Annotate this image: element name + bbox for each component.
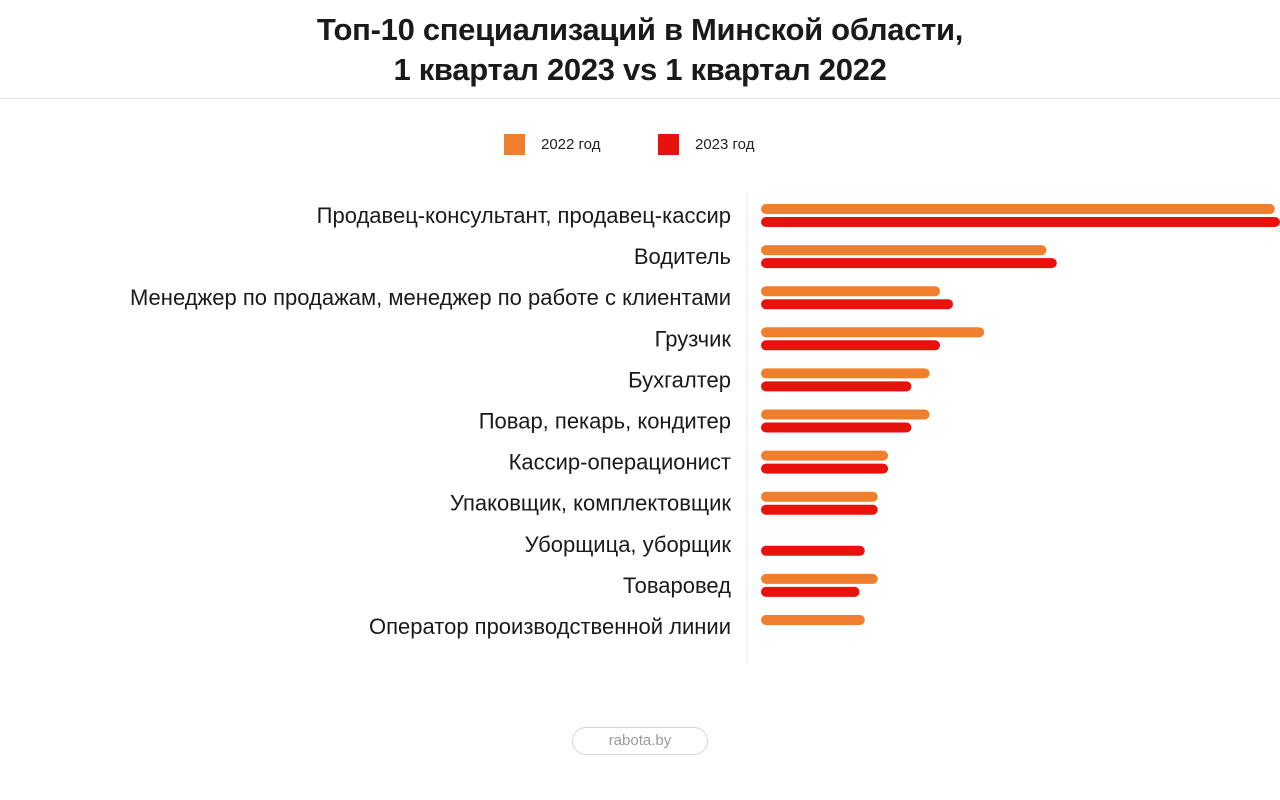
category-label: Упаковщик, комплектовщик xyxy=(450,491,731,516)
category-label: Повар, пекарь, кондитер xyxy=(479,409,731,434)
bar-2022 xyxy=(761,409,930,420)
bar-2023 xyxy=(761,545,865,556)
bar-2023 xyxy=(761,586,860,597)
legend: 2022 год 2023 год xyxy=(0,134,1280,156)
category-label: Грузчик xyxy=(655,326,732,351)
bar-2022 xyxy=(761,368,930,379)
category-label: Оператор производственной линии xyxy=(369,614,731,639)
category-label: Кассир-операционист xyxy=(509,450,731,475)
bar-2022 xyxy=(761,286,941,297)
bar-2023 xyxy=(761,422,912,433)
category-label: Бухгалтер xyxy=(628,367,731,392)
category-label: Водитель xyxy=(634,244,731,269)
chart-title-line-2: 1 квартал 2023 vs 1 квартал 2022 xyxy=(393,52,887,87)
source-badge: rabota.by xyxy=(572,727,708,755)
chart-title: Топ-10 специализаций в Минской области, … xyxy=(0,10,1280,90)
bar-2022 xyxy=(761,615,865,625)
bar-2022 xyxy=(761,491,878,502)
bar-2023 xyxy=(761,299,954,310)
bar-2023 xyxy=(761,217,1280,227)
category-label: Менеджер по продажам, менеджер по работе… xyxy=(130,285,731,310)
category-label: Продавец-консультант, продавец-кассир xyxy=(317,203,731,228)
bar-2022 xyxy=(761,204,1275,214)
category-label: Уборщица, уборщик xyxy=(525,532,732,557)
bar-2022 xyxy=(761,450,889,461)
legend-label-2022: 2022 год xyxy=(541,136,601,153)
legend-label-2023: 2023 год xyxy=(695,136,755,153)
bar-2022 xyxy=(761,573,878,584)
category-label: Товаровед xyxy=(623,573,731,598)
bar-2022 xyxy=(761,327,985,338)
bar-2023 xyxy=(761,340,941,351)
bar-2023 xyxy=(761,258,1057,269)
bar-2023 xyxy=(761,463,889,474)
header-divider xyxy=(0,98,1280,99)
legend-swatch-2022 xyxy=(504,134,525,155)
bar-2022 xyxy=(761,245,1047,256)
chart-title-line-1: Топ-10 специализаций в Минской области, xyxy=(316,12,964,47)
bar-2023 xyxy=(761,381,912,392)
bar-2023 xyxy=(761,504,878,515)
legend-swatch-2023 xyxy=(658,134,679,155)
